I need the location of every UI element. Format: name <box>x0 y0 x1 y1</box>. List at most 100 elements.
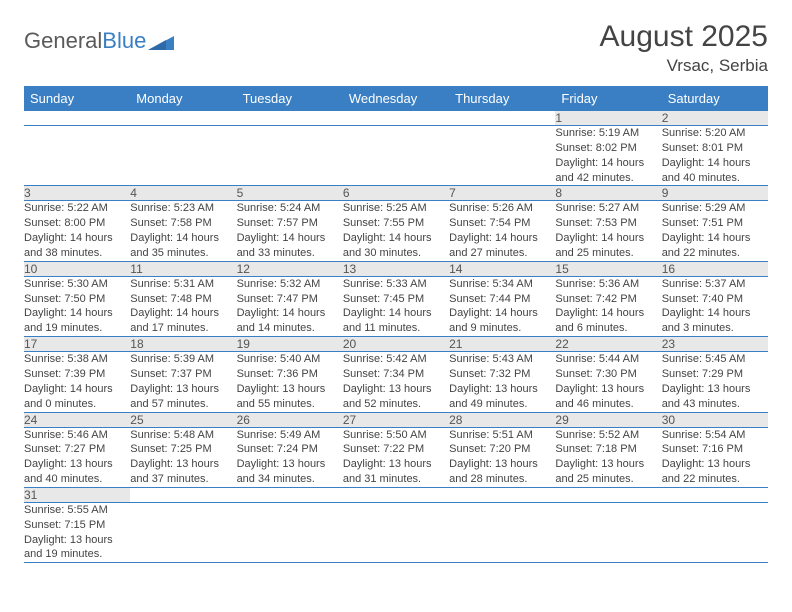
day-number-cell: 28 <box>449 412 555 427</box>
daylight-line: Daylight: 13 hours and 52 minutes. <box>343 382 449 412</box>
day-detail-cell: Sunrise: 5:24 AMSunset: 7:57 PMDaylight:… <box>237 201 343 261</box>
day-detail-cell: Sunrise: 5:29 AMSunset: 7:51 PMDaylight:… <box>662 201 768 261</box>
sunset-line: Sunset: 7:30 PM <box>555 367 661 382</box>
day-detail-cell <box>555 502 661 562</box>
day-detail-cell: Sunrise: 5:23 AMSunset: 7:58 PMDaylight:… <box>130 201 236 261</box>
sunset-line: Sunset: 7:16 PM <box>662 442 768 457</box>
day-number-cell: 18 <box>130 337 236 352</box>
sunrise-line: Sunrise: 5:23 AM <box>130 201 236 216</box>
sunrise-line: Sunrise: 5:52 AM <box>555 428 661 443</box>
day-detail-cell: Sunrise: 5:25 AMSunset: 7:55 PMDaylight:… <box>343 201 449 261</box>
sunrise-line: Sunrise: 5:48 AM <box>130 428 236 443</box>
daynum-row: 10111213141516 <box>24 261 768 276</box>
sunset-line: Sunset: 7:58 PM <box>130 216 236 231</box>
daylight-line: Daylight: 14 hours and 14 minutes. <box>237 306 343 336</box>
daylight-line: Daylight: 13 hours and 25 minutes. <box>555 457 661 487</box>
location: Vrsac, Serbia <box>600 56 768 76</box>
day-number-cell <box>662 487 768 502</box>
sunrise-line: Sunrise: 5:49 AM <box>237 428 343 443</box>
day-detail-cell: Sunrise: 5:34 AMSunset: 7:44 PMDaylight:… <box>449 276 555 336</box>
daynum-row: 3456789 <box>24 186 768 201</box>
day-number-cell: 19 <box>237 337 343 352</box>
sunset-line: Sunset: 7:53 PM <box>555 216 661 231</box>
detail-row: Sunrise: 5:22 AMSunset: 8:00 PMDaylight:… <box>24 201 768 261</box>
sunset-line: Sunset: 7:36 PM <box>237 367 343 382</box>
day-number-cell: 1 <box>555 111 661 126</box>
sunrise-line: Sunrise: 5:39 AM <box>130 352 236 367</box>
weekday-header-row: SundayMondayTuesdayWednesdayThursdayFrid… <box>24 86 768 111</box>
sunset-line: Sunset: 7:15 PM <box>24 518 130 533</box>
daylight-line: Daylight: 13 hours and 40 minutes. <box>24 457 130 487</box>
sunrise-line: Sunrise: 5:25 AM <box>343 201 449 216</box>
day-detail-cell: Sunrise: 5:54 AMSunset: 7:16 PMDaylight:… <box>662 427 768 487</box>
weekday-header: Friday <box>555 86 661 111</box>
daylight-line: Daylight: 14 hours and 25 minutes. <box>555 231 661 261</box>
day-number-cell: 25 <box>130 412 236 427</box>
daylight-line: Daylight: 13 hours and 31 minutes. <box>343 457 449 487</box>
daylight-line: Daylight: 13 hours and 57 minutes. <box>130 382 236 412</box>
sunset-line: Sunset: 7:20 PM <box>449 442 555 457</box>
daylight-line: Daylight: 14 hours and 6 minutes. <box>555 306 661 336</box>
daylight-line: Daylight: 13 hours and 49 minutes. <box>449 382 555 412</box>
detail-row: Sunrise: 5:38 AMSunset: 7:39 PMDaylight:… <box>24 352 768 412</box>
day-number-cell: 29 <box>555 412 661 427</box>
daylight-line: Daylight: 13 hours and 34 minutes. <box>237 457 343 487</box>
sunset-line: Sunset: 7:39 PM <box>24 367 130 382</box>
day-number-cell: 2 <box>662 111 768 126</box>
sunrise-line: Sunrise: 5:45 AM <box>662 352 768 367</box>
daylight-line: Daylight: 14 hours and 35 minutes. <box>130 231 236 261</box>
day-number-cell <box>24 111 130 126</box>
day-number-cell: 22 <box>555 337 661 352</box>
sunrise-line: Sunrise: 5:30 AM <box>24 277 130 292</box>
day-number-cell: 16 <box>662 261 768 276</box>
day-number-cell: 26 <box>237 412 343 427</box>
day-number-cell: 9 <box>662 186 768 201</box>
daylight-line: Daylight: 14 hours and 0 minutes. <box>24 382 130 412</box>
daylight-line: Daylight: 13 hours and 22 minutes. <box>662 457 768 487</box>
daylight-line: Daylight: 14 hours and 3 minutes. <box>662 306 768 336</box>
sunset-line: Sunset: 7:34 PM <box>343 367 449 382</box>
sunrise-line: Sunrise: 5:38 AM <box>24 352 130 367</box>
sunset-line: Sunset: 7:47 PM <box>237 292 343 307</box>
sunset-line: Sunset: 7:48 PM <box>130 292 236 307</box>
daylight-line: Daylight: 14 hours and 27 minutes. <box>449 231 555 261</box>
sunrise-line: Sunrise: 5:33 AM <box>343 277 449 292</box>
daylight-line: Daylight: 14 hours and 11 minutes. <box>343 306 449 336</box>
daynum-row: 24252627282930 <box>24 412 768 427</box>
weekday-header: Tuesday <box>237 86 343 111</box>
day-number-cell: 20 <box>343 337 449 352</box>
sunset-line: Sunset: 7:40 PM <box>662 292 768 307</box>
daylight-line: Daylight: 14 hours and 19 minutes. <box>24 306 130 336</box>
day-number-cell: 31 <box>24 487 130 502</box>
weekday-header: Sunday <box>24 86 130 111</box>
day-number-cell <box>343 487 449 502</box>
sunset-line: Sunset: 7:45 PM <box>343 292 449 307</box>
sunrise-line: Sunrise: 5:40 AM <box>237 352 343 367</box>
day-number-cell: 13 <box>343 261 449 276</box>
day-number-cell: 27 <box>343 412 449 427</box>
day-detail-cell <box>343 502 449 562</box>
sunset-line: Sunset: 7:54 PM <box>449 216 555 231</box>
sunset-line: Sunset: 7:51 PM <box>662 216 768 231</box>
day-number-cell <box>130 487 236 502</box>
sunrise-line: Sunrise: 5:29 AM <box>662 201 768 216</box>
sunrise-line: Sunrise: 5:55 AM <box>24 503 130 518</box>
daynum-row: 31 <box>24 487 768 502</box>
daylight-line: Daylight: 13 hours and 43 minutes. <box>662 382 768 412</box>
weekday-header: Monday <box>130 86 236 111</box>
day-detail-cell: Sunrise: 5:20 AMSunset: 8:01 PMDaylight:… <box>662 126 768 186</box>
day-detail-cell <box>343 126 449 186</box>
brand-part2: Blue <box>102 28 146 54</box>
day-number-cell: 17 <box>24 337 130 352</box>
sunrise-line: Sunrise: 5:37 AM <box>662 277 768 292</box>
sunset-line: Sunset: 7:55 PM <box>343 216 449 231</box>
day-detail-cell: Sunrise: 5:40 AMSunset: 7:36 PMDaylight:… <box>237 352 343 412</box>
sunset-line: Sunset: 7:24 PM <box>237 442 343 457</box>
sunrise-line: Sunrise: 5:26 AM <box>449 201 555 216</box>
day-detail-cell <box>237 126 343 186</box>
sunset-line: Sunset: 8:01 PM <box>662 141 768 156</box>
day-detail-cell: Sunrise: 5:46 AMSunset: 7:27 PMDaylight:… <box>24 427 130 487</box>
day-number-cell: 5 <box>237 186 343 201</box>
sunrise-line: Sunrise: 5:34 AM <box>449 277 555 292</box>
sunrise-line: Sunrise: 5:51 AM <box>449 428 555 443</box>
